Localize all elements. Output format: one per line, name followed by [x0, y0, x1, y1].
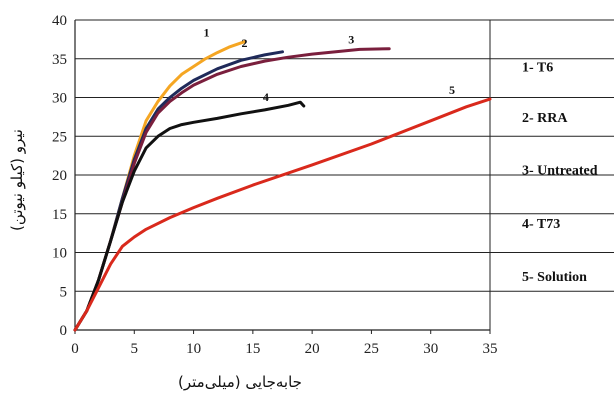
- x-tick-label: 20: [305, 341, 320, 357]
- series-line-5: [73, 97, 492, 332]
- x-tick-label: 30: [423, 341, 438, 357]
- y-tick-label: 5: [60, 284, 68, 300]
- x-tick-label: 25: [364, 341, 379, 357]
- axes-layer: [74, 20, 491, 331]
- y-axis-title: نیرو (کیلو نیوتن): [8, 129, 26, 231]
- y-tick-label: 30: [52, 91, 67, 107]
- legend: 1- T6 2- RRA 3- Untreated 4- T73 5- Solution: [522, 61, 598, 285]
- series-line-4: [73, 100, 306, 332]
- x-axis-title: جابه‌جایی (میلی‌متر): [178, 373, 302, 391]
- y-tick-label: 15: [52, 207, 67, 223]
- legend-entry-4: 4- T73: [522, 217, 560, 232]
- x-tick-label: 5: [131, 341, 139, 357]
- grid-layer: [75, 19, 614, 292]
- curve-label-4: 4: [263, 90, 269, 104]
- y-tick-label: 25: [52, 129, 67, 145]
- legend-entry-3: 3- Untreated: [522, 164, 598, 179]
- legend-entry-5: 5- Solution: [522, 270, 587, 285]
- y-tick-label: 35: [52, 52, 67, 68]
- y-tick-label: 10: [52, 246, 67, 262]
- legend-entry-1: 1- T6: [522, 61, 553, 76]
- curve-label-2: 2: [242, 36, 248, 50]
- x-tick-label: 15: [245, 341, 260, 357]
- curve-label-5: 5: [449, 83, 455, 97]
- y-tick-label: 20: [52, 168, 67, 184]
- curve-label-1: 1: [204, 26, 210, 40]
- series-layer: [73, 40, 492, 332]
- x-tick-label: 10: [186, 341, 201, 357]
- y-tick-label: 0: [60, 323, 68, 339]
- legend-entry-2: 2- RRA: [522, 111, 568, 126]
- y-tick-label: 40: [52, 13, 67, 29]
- series-line-3: [73, 47, 391, 332]
- x-tick-label: 0: [71, 341, 79, 357]
- curve-label-3: 3: [348, 33, 354, 47]
- x-tick-label: 35: [483, 341, 498, 357]
- curve-labels-layer: 1 2 3 4 5: [204, 26, 455, 104]
